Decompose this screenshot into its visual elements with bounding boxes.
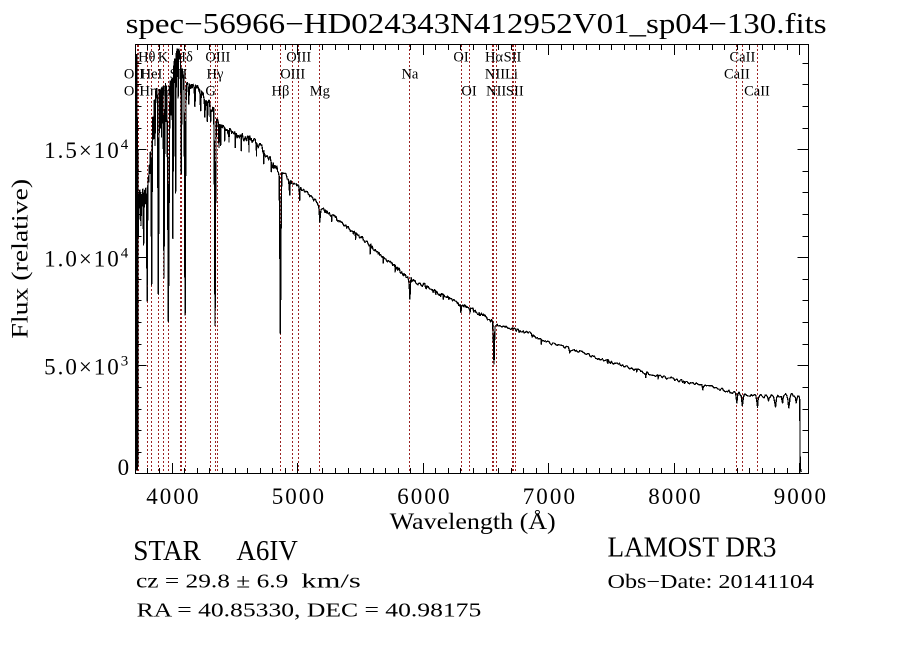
svg-text:OII: OII xyxy=(124,67,144,83)
svg-text:Mg: Mg xyxy=(310,84,330,100)
svg-text:NII: NII xyxy=(485,67,505,83)
svg-text:G: G xyxy=(205,84,216,100)
svg-text:8000: 8000 xyxy=(648,484,702,509)
svg-text:H: H xyxy=(161,84,172,100)
svg-text:SII: SII xyxy=(170,67,188,83)
svg-text:OI: OI xyxy=(461,84,476,100)
svg-text:7000: 7000 xyxy=(523,484,577,509)
svg-text:K: K xyxy=(158,50,169,66)
svg-text:Na: Na xyxy=(401,67,418,83)
svg-text:RA = 40.85330, DEC = 40.9817: RA = 40.85330, DEC = 40.98175 xyxy=(137,600,482,622)
svg-text:STAR: STAR xyxy=(133,536,201,567)
svg-text:Obs−Date: 20141104: Obs−Date: 20141104 xyxy=(608,571,815,593)
svg-text:OIII: OIII xyxy=(280,67,305,83)
svg-text:0: 0 xyxy=(118,455,131,480)
svg-text:Hθ: Hθ xyxy=(138,50,155,66)
svg-text:4000: 4000 xyxy=(146,484,200,509)
svg-text:Hβ: Hβ xyxy=(271,84,289,100)
svg-text:CaII: CaII xyxy=(730,50,756,66)
svg-text:spec−56966−HD024343N412952V01_: spec−56966−HD024343N412952V01_sp04−130.f… xyxy=(126,9,827,40)
svg-text:OIII: OIII xyxy=(205,50,230,66)
svg-text:5.0×103: 5.0×103 xyxy=(44,353,130,379)
svg-text:SII: SII xyxy=(504,50,522,66)
svg-text:km/s: km/s xyxy=(301,571,361,593)
svg-text:Li: Li xyxy=(505,67,518,83)
svg-text:9000: 9000 xyxy=(774,484,828,509)
svg-text:OIII: OIII xyxy=(286,50,311,66)
svg-text:Hδ: Hδ xyxy=(176,50,193,66)
svg-text:OII: OII xyxy=(124,84,144,100)
svg-text:LAMOST DR3: LAMOST DR3 xyxy=(608,533,777,564)
svg-text:1.5×104: 1.5×104 xyxy=(44,137,130,163)
svg-text:Hγ: Hγ xyxy=(207,67,224,83)
svg-text:Hα: Hα xyxy=(485,50,503,66)
svg-text:SII: SII xyxy=(506,84,524,100)
svg-text:cz = 29.8 ± 6.9: cz = 29.8 ± 6.9 xyxy=(136,571,288,593)
svg-text:1.0×104: 1.0×104 xyxy=(44,245,130,271)
svg-text:OI: OI xyxy=(453,50,468,66)
svg-text:HeI: HeI xyxy=(141,67,163,83)
svg-text:Wavelength (Å): Wavelength (Å) xyxy=(390,509,556,534)
svg-text:A6IV: A6IV xyxy=(236,536,297,567)
svg-text:6000: 6000 xyxy=(397,484,451,509)
svg-text:CaII: CaII xyxy=(724,67,750,83)
svg-text:CaII: CaII xyxy=(744,84,770,100)
svg-text:Flux (relative): Flux (relative) xyxy=(8,179,33,339)
svg-text:Hη: Hη xyxy=(139,84,157,100)
svg-text:NII: NII xyxy=(486,84,506,100)
svg-text:5000: 5000 xyxy=(272,484,326,509)
